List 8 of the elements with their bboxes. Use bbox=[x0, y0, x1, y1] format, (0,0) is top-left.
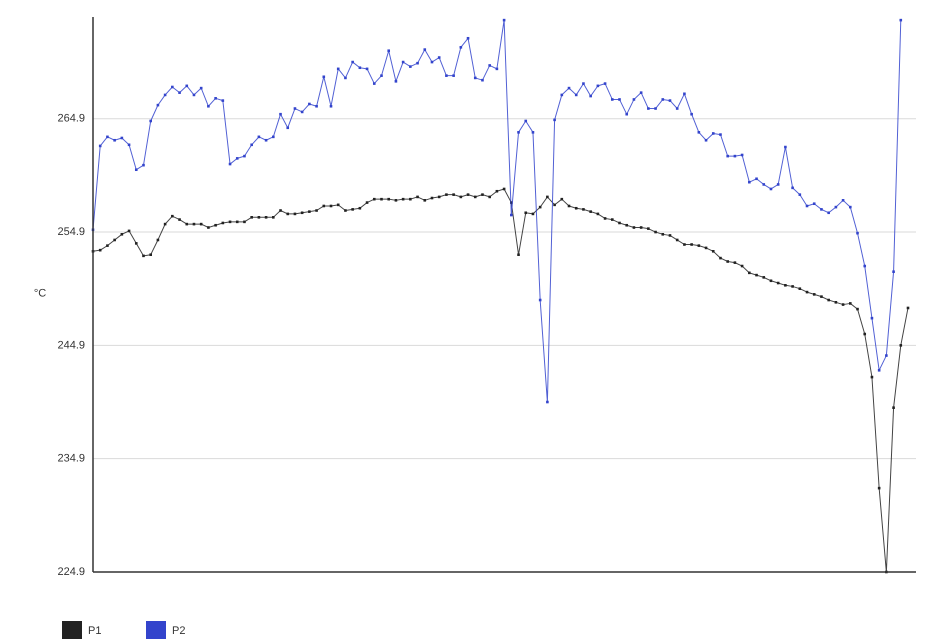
legend-label: P2 bbox=[172, 624, 186, 637]
y-tick-label: 234.9 bbox=[57, 452, 85, 465]
y-axis-title: °C bbox=[34, 287, 46, 300]
y-tick-label: 224.9 bbox=[57, 566, 85, 578]
y-tick-label: 264.9 bbox=[57, 112, 85, 125]
legend-label: P1 bbox=[88, 624, 102, 637]
y-tick-label: 244.9 bbox=[57, 339, 85, 352]
y-tick-label: 254.9 bbox=[57, 226, 85, 238]
